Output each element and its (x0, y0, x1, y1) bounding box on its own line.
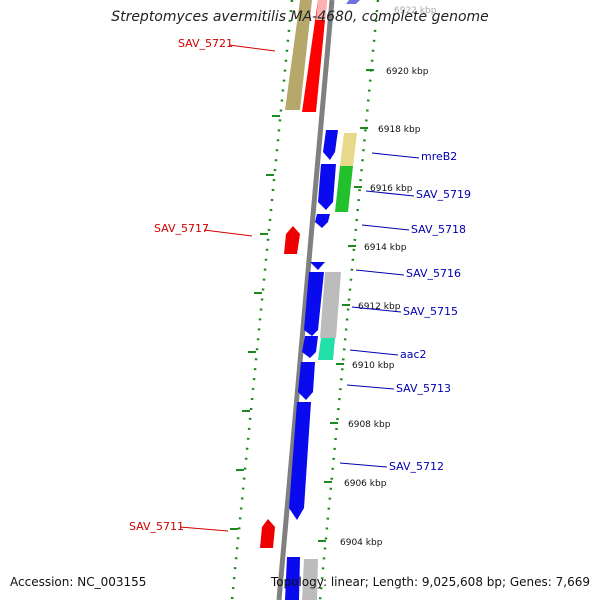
kbp-label: 6910 kbp (352, 361, 395, 371)
kbp-label: 6918 kbp (378, 125, 421, 135)
kbp-label: 6906 kbp (344, 479, 387, 489)
kbp-label: 6922 kbp (394, 6, 437, 16)
gene-label[interactable]: SAV_5719 (416, 188, 471, 201)
gene-label[interactable]: SAV_5711 (129, 520, 184, 533)
kbp-label: 6920 kbp (386, 67, 429, 77)
right-scale-line (318, 0, 380, 601)
left-major-ticks (230, 115, 280, 530)
gene-bar-tan[interactable] (285, 0, 312, 110)
gene-aac2[interactable] (318, 338, 335, 360)
gene-bar-red-top[interactable] (302, 0, 327, 112)
gene-sav-5715[interactable] (304, 272, 324, 336)
gene-label[interactable]: SAV_5721 (178, 37, 233, 50)
gene-label[interactable]: SAV_5718 (411, 223, 466, 236)
kbp-label: 6908 kbp (348, 420, 391, 430)
kbp-label: 6916 kbp (370, 184, 413, 194)
gene-bar-red-top-highlight (316, 0, 327, 20)
kbp-labels: 6922 kbp 6920 kbp 6918 kbp 6916 kbp 6914… (340, 6, 437, 548)
gene-label[interactable]: SAV_5717 (154, 222, 209, 235)
map-title: Streptomyces avermitilis MA-4680, comple… (111, 9, 489, 25)
gene-bar-blue-bottom[interactable] (285, 557, 300, 600)
gene-bar-blue-top[interactable] (346, 0, 360, 4)
gene-label[interactable]: SAV_5712 (389, 460, 444, 473)
gene-label[interactable]: SAV_5716 (406, 267, 461, 280)
right-gene-labels: mreB2 SAV_5719 SAV_5718 SAV_5716 SAV_571… (339, 150, 471, 473)
gene-bar-pale-yellow[interactable] (340, 133, 357, 166)
gene-label[interactable]: mreB2 (421, 150, 457, 163)
gene-sav-5712[interactable] (289, 402, 311, 520)
gene-bar-gray-bottom[interactable] (302, 559, 318, 600)
left-scale-line (230, 0, 294, 601)
accession-text: Accession: NC_003155 (10, 575, 147, 589)
gene-sav-5711[interactable] (260, 519, 275, 548)
gene-label[interactable]: SAV_5713 (396, 382, 451, 395)
gene-bar-gray[interactable] (320, 272, 341, 338)
gene-label[interactable]: SAV_5715 (403, 305, 458, 318)
left-gene-labels: SAV_5721 SAV_5717 SAV_5711 (129, 37, 276, 533)
genome-backbone (276, 0, 335, 601)
right-major-ticks (318, 69, 374, 542)
gene-sav-5716[interactable] (310, 262, 325, 270)
gene-label[interactable]: aac2 (400, 348, 427, 361)
kbp-label: 6904 kbp (340, 538, 383, 548)
gene-sav-5717[interactable] (284, 226, 300, 254)
genome-summary-text: Topology: linear; Length: 9,025,608 bp; … (270, 575, 590, 589)
gene-sav-5718[interactable] (315, 214, 330, 228)
gene-bar-green[interactable] (335, 166, 353, 212)
gene-sav-5713[interactable] (298, 362, 315, 400)
gene-mreb2[interactable] (323, 130, 338, 160)
gene-sav-5719[interactable] (318, 164, 336, 210)
kbp-label: 6914 kbp (364, 243, 407, 253)
gene-sav-5715b[interactable] (302, 336, 318, 358)
kbp-label: 6912 kbp (358, 302, 401, 312)
